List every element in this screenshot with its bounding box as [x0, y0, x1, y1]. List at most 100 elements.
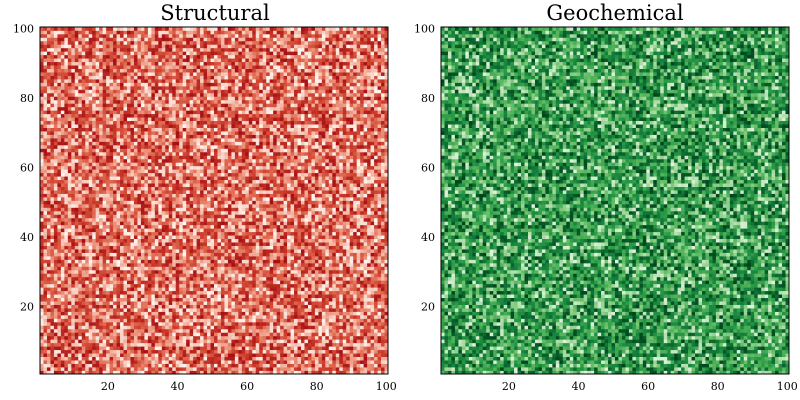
heatmap-cell — [259, 235, 264, 240]
heatmap-cell — [46, 294, 51, 299]
heatmap-cell — [297, 200, 302, 205]
heatmap-cell — [294, 235, 298, 240]
heatmap-cell — [50, 238, 55, 243]
heatmap-cell — [67, 224, 72, 229]
heatmap-cell — [339, 259, 344, 264]
heatmap-cell — [57, 221, 62, 226]
heatmap-cell — [360, 252, 364, 257]
heatmap-cell — [46, 367, 51, 371]
heatmap-cell — [53, 207, 58, 212]
heatmap-cell — [290, 297, 295, 302]
heatmap-cell — [214, 294, 218, 299]
heatmap-cell — [363, 301, 368, 305]
heatmap-cell — [234, 217, 239, 222]
heatmap-cell — [196, 276, 201, 281]
heatmap-cell — [78, 273, 83, 278]
heatmap-cell — [130, 207, 135, 212]
heatmap-cell — [158, 321, 163, 326]
heatmap-cell — [57, 252, 62, 257]
heatmap-cell — [311, 325, 316, 330]
heatmap-cell — [67, 242, 72, 246]
heatmap-cell — [280, 325, 284, 330]
heatmap-cell — [328, 328, 333, 333]
heatmap-cell — [356, 308, 361, 312]
heatmap-cell — [88, 280, 93, 285]
heatmap-cell — [168, 238, 173, 243]
heatmap-cell — [360, 224, 364, 229]
heatmap-cell — [116, 207, 121, 212]
heatmap-cell — [85, 231, 90, 236]
heatmap-cell — [311, 235, 316, 240]
heatmap-cell — [318, 273, 323, 278]
heatmap-cell — [231, 367, 236, 371]
heatmap-cell — [189, 308, 194, 312]
heatmap-cell — [328, 290, 333, 295]
heatmap-cell — [203, 200, 208, 205]
heatmap-cell — [346, 249, 351, 253]
heatmap-cell — [224, 283, 229, 288]
heatmap-cell — [140, 304, 145, 309]
heatmap-cell — [377, 252, 382, 257]
heatmap-cell — [266, 200, 271, 205]
heatmap-cell — [74, 353, 79, 357]
heatmap-cell — [99, 294, 103, 299]
heatmap-cell — [269, 235, 274, 240]
heatmap-cell — [290, 266, 295, 271]
heatmap-cell — [363, 342, 368, 347]
chart-title-structural: Structural — [160, 1, 270, 25]
heatmap-cell — [231, 335, 236, 340]
heatmap-cell — [269, 342, 274, 347]
heatmap-cell — [189, 363, 194, 368]
heatmap-cell — [234, 321, 239, 326]
heatmap-cell — [217, 256, 222, 260]
heatmap-cell — [220, 321, 225, 326]
heatmap-cell — [321, 252, 326, 257]
heatmap-cell — [287, 311, 291, 316]
heatmap-cell — [238, 231, 243, 236]
heatmap-cell — [64, 301, 69, 305]
heatmap-cell — [332, 269, 337, 274]
heatmap-cell — [377, 203, 382, 208]
heatmap-cell — [130, 297, 135, 302]
heatmap-cell — [381, 224, 385, 229]
heatmap-cell — [161, 259, 166, 264]
heatmap-cell — [120, 256, 124, 260]
heatmap-cell — [332, 342, 337, 347]
heatmap-cell — [217, 342, 222, 347]
heatmap-cell — [74, 256, 79, 260]
heatmap-cell — [88, 242, 93, 246]
heatmap-cell — [318, 297, 323, 302]
heatmap-cell — [88, 256, 93, 260]
heatmap-cell — [50, 339, 55, 344]
heatmap-cell — [283, 210, 288, 215]
heatmap-cell — [297, 287, 302, 292]
heatmap-cell — [95, 370, 100, 375]
heatmap-cell — [294, 228, 298, 233]
heatmap-cell — [335, 315, 340, 319]
heatmap-cell — [200, 252, 204, 257]
heatmap-cell — [88, 249, 93, 253]
heatmap-cell — [81, 200, 86, 205]
heatmap-cell — [342, 301, 347, 305]
heatmap-cell — [189, 242, 194, 246]
heatmap-cell — [304, 356, 309, 361]
heatmap-cell — [106, 273, 110, 278]
heatmap-cell — [193, 238, 197, 243]
heatmap-cell — [262, 356, 267, 361]
heatmap-cell — [269, 353, 274, 357]
heatmap-cell — [60, 245, 65, 250]
heatmap-cell — [57, 311, 62, 316]
heatmap-cell — [290, 273, 295, 278]
heatmap-cell — [220, 242, 225, 246]
heatmap-cell — [123, 287, 128, 292]
heatmap-cell — [227, 217, 232, 222]
heatmap-cell — [353, 228, 358, 233]
heatmap-cell — [245, 363, 250, 368]
heatmap-cell — [207, 249, 211, 253]
heatmap-cell — [165, 287, 170, 292]
heatmap-cell — [332, 217, 337, 222]
heatmap-cell — [189, 294, 194, 299]
heatmap-cell — [182, 346, 187, 351]
heatmap-cell — [92, 249, 97, 253]
heatmap-cell — [50, 363, 55, 368]
